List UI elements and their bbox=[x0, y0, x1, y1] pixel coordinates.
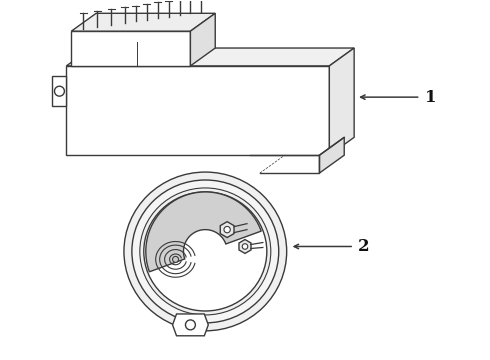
Polygon shape bbox=[146, 192, 261, 272]
Circle shape bbox=[54, 86, 64, 96]
Circle shape bbox=[224, 226, 230, 233]
Polygon shape bbox=[72, 13, 215, 31]
Polygon shape bbox=[329, 48, 354, 155]
Ellipse shape bbox=[140, 188, 271, 315]
Polygon shape bbox=[52, 76, 66, 106]
Polygon shape bbox=[319, 137, 344, 173]
Polygon shape bbox=[191, 13, 215, 66]
Polygon shape bbox=[66, 66, 329, 155]
Ellipse shape bbox=[132, 180, 279, 323]
Text: 1: 1 bbox=[425, 89, 436, 105]
Ellipse shape bbox=[144, 192, 267, 311]
Ellipse shape bbox=[124, 172, 287, 331]
Circle shape bbox=[185, 320, 196, 330]
Polygon shape bbox=[172, 314, 208, 336]
Circle shape bbox=[242, 244, 248, 249]
Circle shape bbox=[172, 256, 178, 262]
Text: 2: 2 bbox=[358, 238, 370, 255]
Polygon shape bbox=[220, 222, 234, 238]
Polygon shape bbox=[66, 48, 354, 66]
Polygon shape bbox=[239, 239, 251, 253]
Polygon shape bbox=[72, 31, 191, 66]
